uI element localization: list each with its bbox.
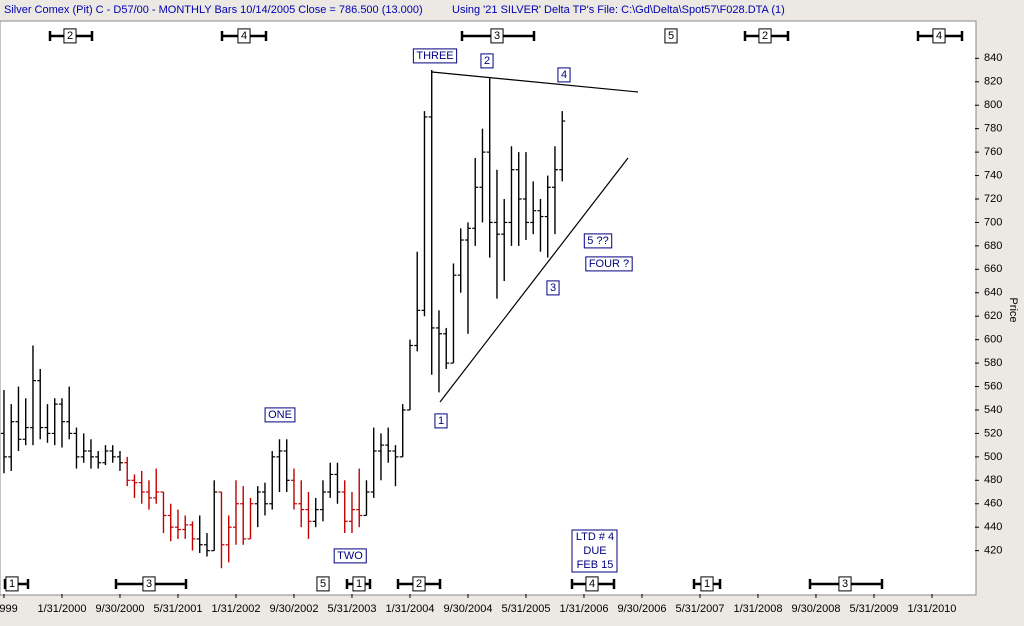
x-tick-label: 1/31/2006 — [560, 603, 609, 615]
y-axis-label: Price — [1007, 297, 1019, 322]
annotation-box — [838, 576, 852, 592]
annotation: 4 — [561, 69, 567, 81]
annotation-box — [700, 576, 714, 592]
x-tick-label: 9/30/2000 — [96, 603, 145, 615]
annotation-box — [352, 576, 366, 592]
y-tick-label: 440 — [984, 521, 1002, 533]
y-tick-label: 580 — [984, 357, 1002, 369]
annotation: 5 — [668, 30, 674, 42]
y-tick-label: 740 — [984, 169, 1002, 181]
annotation: 1 — [438, 415, 444, 427]
annotation-box — [490, 28, 504, 44]
annotation: 4 — [936, 30, 942, 42]
annotation-box — [63, 28, 77, 44]
annotation: FEB 15 — [577, 559, 614, 571]
y-tick-label: 680 — [984, 240, 1002, 252]
annotation-box — [932, 28, 946, 44]
y-tick-label: 840 — [984, 52, 1002, 64]
annotation: THREE — [416, 50, 453, 62]
annotation: 1 — [356, 578, 362, 590]
x-tick-label: 1/31/2002 — [212, 603, 261, 615]
annotation: ONE — [268, 409, 292, 421]
y-tick-label: 800 — [984, 99, 1002, 111]
annotation: LTD # 4 — [576, 531, 614, 543]
y-tick-label: 700 — [984, 216, 1002, 228]
y-tick-label: 480 — [984, 474, 1002, 486]
annotation: 5 ?? — [587, 235, 608, 247]
y-tick-label: 540 — [984, 404, 1002, 416]
annotation: 5 — [320, 578, 326, 590]
x-tick-label: 5/31/2003 — [328, 603, 377, 615]
x-tick-label: 5/31/2009 — [849, 603, 898, 615]
annotation: 2 — [416, 578, 422, 590]
annotation-box — [585, 256, 633, 272]
y-tick-label: 500 — [984, 451, 1002, 463]
trend-line — [431, 71, 639, 93]
annotation-box — [5, 576, 19, 592]
annotation-box — [316, 576, 330, 592]
y-tick-label: 760 — [984, 146, 1002, 158]
annotation-box — [664, 28, 678, 44]
annotation: 1 — [9, 578, 15, 590]
x-tick-label: 9/30/2006 — [618, 603, 667, 615]
bars — [0, 70, 566, 569]
annotation: 3 — [550, 282, 556, 294]
y-tick-label: 640 — [984, 287, 1002, 299]
x-tick-label: 9/30/2004 — [444, 603, 493, 615]
annotation: 4 — [241, 30, 247, 42]
trend-line — [439, 157, 629, 403]
annotation: DUE — [583, 545, 606, 557]
annotation-box — [142, 576, 156, 592]
y-tick-label: 520 — [984, 427, 1002, 439]
annotation-box — [333, 548, 367, 564]
y-tick-label: 820 — [984, 76, 1002, 88]
annotation: 4 — [589, 578, 595, 590]
plot-area — [0, 20, 977, 596]
x-tick-label: 5/31/2001 — [154, 603, 203, 615]
annotation-box — [264, 407, 296, 423]
x-tick-label: 5/31/2007 — [676, 603, 725, 615]
x-tick-label: 1/31/2008 — [734, 603, 783, 615]
x-tick-label: /1999 — [0, 603, 18, 615]
annotation: 3 — [842, 578, 848, 590]
annotation-box — [557, 67, 571, 83]
annotation: 2 — [67, 30, 73, 42]
annotation: 1 — [704, 578, 710, 590]
y-tick-label: 460 — [984, 498, 1002, 510]
annotation-box — [583, 233, 613, 249]
y-tick-label: 780 — [984, 123, 1002, 135]
x-tick-label: 1/31/2000 — [38, 603, 87, 615]
annotation-box — [480, 53, 494, 69]
annotation-box — [412, 48, 458, 64]
annotation-box — [758, 28, 772, 44]
annotation-box — [412, 576, 426, 592]
ltd-box — [571, 529, 618, 573]
x-tick-label: 9/30/2002 — [270, 603, 319, 615]
annotation: 2 — [762, 30, 768, 42]
y-tick-label: 620 — [984, 310, 1002, 322]
x-tick-label: 9/30/2008 — [792, 603, 841, 615]
x-tick-label: 1/31/2010 — [907, 603, 956, 615]
x-tick-label: 1/31/2004 — [386, 603, 435, 615]
annotation-box — [237, 28, 251, 44]
y-tick-label: 660 — [984, 263, 1002, 275]
annotation-box — [546, 280, 560, 296]
y-tick-label: 420 — [984, 545, 1002, 557]
annotation: 3 — [494, 30, 500, 42]
chart-title: Silver Comex (Pit) C - D57/00 - MONTHLY … — [4, 4, 423, 16]
y-tick-label: 560 — [984, 380, 1002, 392]
x-tick-label: 5/31/2005 — [502, 603, 551, 615]
annotation-box — [585, 576, 599, 592]
y-tick-label: 720 — [984, 193, 1002, 205]
chart-subtitle: Using '21 SILVER' Delta TP's File: C:\Gd… — [452, 4, 785, 16]
annotation: 2 — [484, 55, 490, 67]
annotation: 3 — [146, 578, 152, 590]
annotation: TWO — [337, 550, 363, 562]
annotation-box — [434, 413, 448, 429]
y-tick-label: 600 — [984, 334, 1002, 346]
annotation: FOUR ? — [589, 258, 629, 270]
